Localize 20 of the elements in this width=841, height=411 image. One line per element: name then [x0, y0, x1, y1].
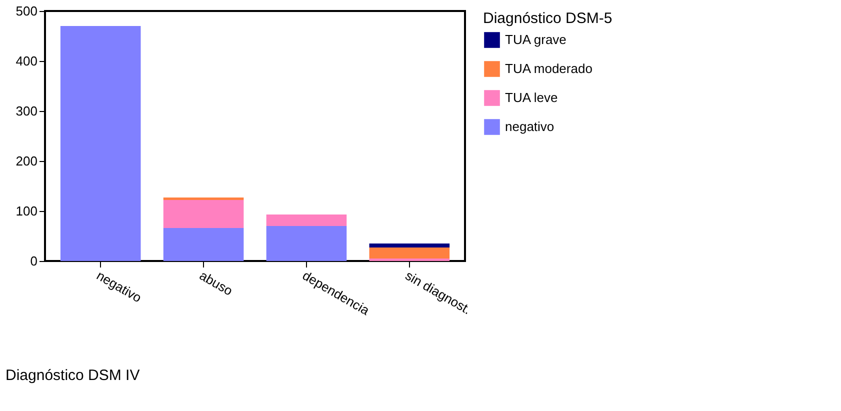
bar [369, 248, 450, 258]
bar [163, 228, 244, 261]
bar [266, 214, 347, 226]
legend-label: negativo [505, 119, 554, 134]
y-tick-label: 300 [16, 104, 38, 118]
bar [369, 244, 450, 248]
legend-title: Diagnóstico DSM-5 [483, 10, 612, 27]
y-tick-label: 100 [16, 204, 38, 218]
bar [266, 226, 347, 261]
x-tick-label: abuso [197, 268, 236, 298]
legend-label: TUA grave [505, 32, 566, 47]
y-tick-label: 200 [16, 154, 38, 168]
legend-label: TUA leve [505, 90, 558, 105]
x-axis-title: Diagnóstico DSM IV [6, 366, 140, 384]
y-tick-label: 0 [30, 254, 38, 268]
y-tick-label: 500 [16, 4, 38, 18]
y-tick-label: 400 [16, 54, 38, 68]
legend-label: TUA moderado [505, 61, 592, 76]
bar [163, 200, 244, 228]
bar [60, 26, 141, 261]
